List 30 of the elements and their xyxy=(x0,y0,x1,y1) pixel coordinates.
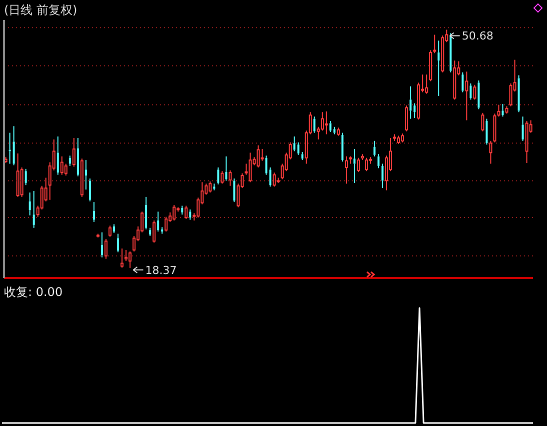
candlestick xyxy=(8,132,11,164)
candlestick xyxy=(157,211,160,232)
candlestick xyxy=(100,232,103,258)
annotation: 50.68 xyxy=(462,30,494,43)
candlestick xyxy=(32,190,35,228)
candlestick xyxy=(410,86,412,120)
candlestick xyxy=(145,196,148,230)
candlestick xyxy=(76,137,79,177)
candlestick xyxy=(502,104,504,118)
candlestick xyxy=(438,40,440,96)
candlestick xyxy=(225,156,228,182)
candlestick xyxy=(353,148,356,184)
candlestick xyxy=(28,192,31,216)
candlestick xyxy=(265,155,268,176)
candlestick xyxy=(12,126,15,166)
candlestick xyxy=(522,116,524,142)
chart-title: (日线 前复权) xyxy=(4,2,78,19)
candlestick xyxy=(84,160,87,190)
candlestick xyxy=(382,163,384,189)
candlestick xyxy=(324,110,328,135)
candlestick xyxy=(374,140,376,157)
chart-title: 收复: 0.00 xyxy=(4,284,63,301)
candlestick xyxy=(56,136,59,176)
candlestick xyxy=(68,155,71,166)
candlestick xyxy=(313,116,316,134)
annotation: 18.37 xyxy=(145,264,177,277)
candlestick xyxy=(113,224,116,234)
candlestick xyxy=(213,183,216,191)
candlestick xyxy=(465,71,468,121)
candlestick xyxy=(293,136,296,152)
